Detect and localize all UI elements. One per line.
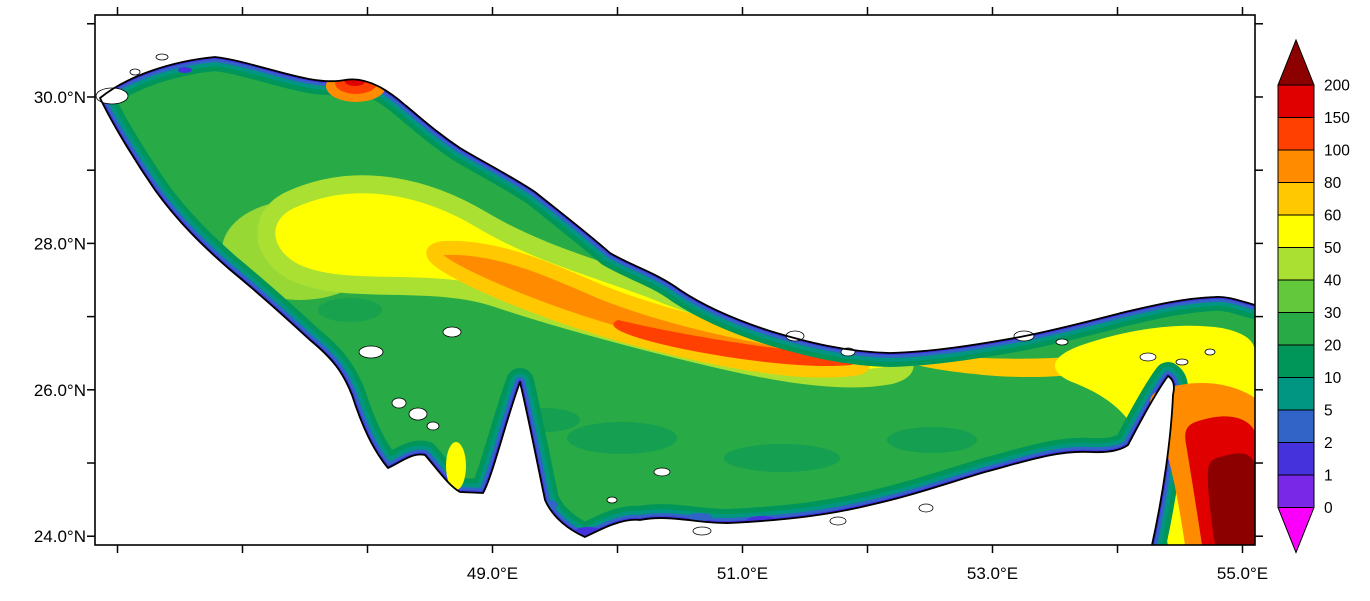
colorbar-segment — [1277, 149, 1315, 183]
y-axis-label: 24.0°N — [34, 527, 86, 546]
coastal-blue-speckle — [910, 496, 930, 504]
colorbar-label: 100 — [1324, 143, 1350, 160]
nw-blue-speckle — [141, 58, 159, 66]
island — [1139, 352, 1157, 362]
islands-layer — [95, 53, 1216, 536]
island — [442, 326, 462, 338]
colorbar-segment — [1277, 474, 1315, 508]
x-axis-label: 51.0°E — [717, 564, 768, 583]
y-axis-label: 28.0°N — [34, 234, 86, 253]
colorbar-segment — [1277, 117, 1315, 151]
colorbar-segment — [1277, 214, 1315, 248]
axis-labels: 49.0°E 51.0°E 53.0°E 55.0°E 30.0°N 28.0°N 26.0… — [34, 88, 1268, 583]
colorbar-label: 0 — [1324, 500, 1333, 517]
x-axis-label: 53.0°E — [967, 564, 1018, 583]
coastal-blue-speckle — [688, 513, 712, 521]
colorbar-segment — [1277, 312, 1315, 346]
colorbar-segment — [1277, 442, 1315, 476]
island — [358, 345, 384, 359]
island — [918, 503, 934, 513]
colorbar-segment — [1277, 409, 1315, 443]
darkgreen-mottle — [724, 444, 840, 472]
y-axis-label: 30.0°N — [34, 88, 86, 107]
darkgreen-mottle — [567, 422, 677, 454]
colorbar-label: 1 — [1324, 468, 1333, 485]
colorbar-arrow-low — [1277, 507, 1315, 554]
gulf-water-field — [100, 57, 1255, 545]
colorbar-label: 150 — [1324, 110, 1350, 127]
colorbar-segment — [1277, 84, 1315, 118]
island — [408, 407, 428, 421]
colorbar-segment — [1277, 377, 1315, 411]
colorbar-label: 5 — [1324, 403, 1333, 420]
colorbar-label: 30 — [1324, 305, 1342, 322]
colorbar-segment — [1277, 279, 1315, 313]
gulf-of-oman-darkred — [1207, 453, 1255, 545]
island — [653, 467, 671, 477]
colorbar-segment — [1277, 247, 1315, 281]
island — [426, 421, 440, 431]
coastal-blue-speckle — [943, 485, 967, 495]
coastal-violet-speckle — [517, 486, 533, 494]
colorbar-label: 20 — [1324, 338, 1342, 355]
colorbar-label: 50 — [1324, 240, 1342, 257]
colorbar-label: 200 — [1324, 78, 1350, 95]
island — [692, 526, 712, 536]
island — [129, 68, 141, 76]
island — [1055, 338, 1069, 346]
island — [95, 87, 129, 105]
salwa-yellow-sliver — [446, 442, 466, 490]
colorbar-segment — [1277, 344, 1315, 378]
axis-ticks — [87, 7, 1263, 553]
darkgreen-mottle — [318, 298, 382, 322]
colorbar-arrow-high — [1277, 38, 1315, 86]
colorbar-label: 2 — [1324, 435, 1333, 452]
island — [1204, 348, 1216, 356]
island — [155, 53, 169, 61]
darkgreen-mottle — [887, 427, 977, 453]
island — [1175, 358, 1189, 366]
island — [606, 496, 618, 504]
central-red-streak — [613, 320, 856, 367]
island — [829, 516, 847, 526]
colorbar-label: 60 — [1324, 208, 1342, 225]
x-axis-label: 49.0°E — [467, 564, 518, 583]
coastal-blue-speckle — [1003, 473, 1021, 481]
nw-blue-speckle — [178, 67, 192, 73]
island — [391, 397, 407, 409]
colorbar-label: 10 — [1324, 370, 1342, 387]
darkgreen-mottle — [510, 408, 580, 432]
y-axis-label: 26.0°N — [34, 381, 86, 400]
x-axis-label: 55.0°E — [1217, 564, 1268, 583]
plot-frame — [94, 14, 1256, 546]
colorbar-label: 80 — [1324, 175, 1342, 192]
colorbar-label: 40 — [1324, 273, 1342, 290]
colorbar-segment — [1277, 182, 1315, 216]
